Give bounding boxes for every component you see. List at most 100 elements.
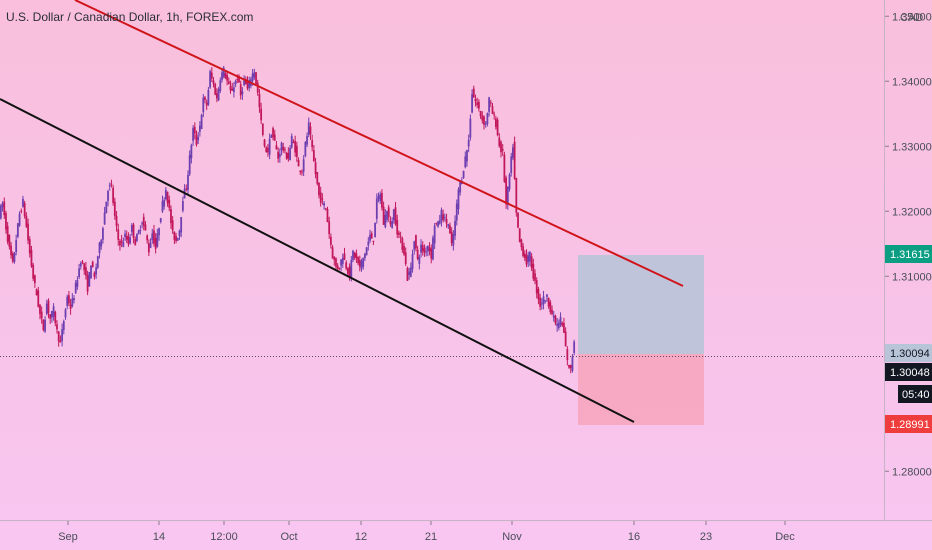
time-tick-label: 21 — [425, 531, 437, 543]
candle-body — [455, 203, 458, 221]
candle-body — [37, 290, 40, 307]
candle-body — [13, 252, 16, 262]
time-tick-label: 12 — [355, 531, 367, 543]
candle-body — [1, 203, 4, 208]
candle-body — [11, 253, 14, 262]
candle-body — [554, 315, 557, 324]
candle-body — [170, 209, 172, 224]
candle-body — [198, 125, 201, 132]
candle-body — [556, 323, 559, 326]
target-zone[interactable] — [578, 255, 704, 354]
candle-body — [462, 170, 465, 178]
candle-body — [304, 142, 307, 156]
candle-body — [161, 201, 164, 212]
candle-body — [166, 191, 169, 204]
candlestick-series — [0, 65, 576, 374]
position-zones[interactable] — [578, 255, 704, 425]
candle-body — [527, 255, 530, 262]
candle-body — [141, 223, 143, 225]
candle-body — [86, 275, 89, 292]
candle-body — [472, 88, 475, 98]
candle-body — [331, 247, 334, 259]
candle-body — [489, 102, 492, 104]
candle-body — [175, 236, 177, 242]
upper-trendline[interactable] — [74, 0, 684, 287]
candle-body — [430, 248, 433, 259]
candle-body — [253, 72, 256, 78]
last-price-label: 1.30048 — [890, 367, 930, 379]
last-price-badge: 1.30048 — [885, 363, 932, 381]
candle-body — [352, 250, 354, 260]
candle-body — [525, 254, 528, 265]
candle-body — [471, 94, 473, 113]
candle-body — [69, 304, 72, 309]
candle-body — [205, 102, 208, 106]
candle-body — [450, 231, 453, 244]
candle-body — [50, 310, 53, 318]
candle-body — [326, 209, 329, 223]
candle-body — [32, 264, 35, 279]
candle-body — [49, 314, 52, 319]
candle-body — [277, 151, 280, 159]
candle-body — [413, 241, 416, 250]
candle-body — [95, 267, 98, 275]
candle-body — [443, 217, 446, 219]
candle-body — [500, 141, 502, 153]
candle-body — [139, 229, 142, 232]
candle-body — [484, 123, 487, 125]
currency-label: CAD — [900, 12, 923, 24]
candle-body — [90, 265, 92, 279]
candle-body — [59, 340, 62, 343]
candle-body — [401, 238, 404, 250]
candle-body — [396, 219, 399, 235]
candle-body — [343, 253, 346, 260]
candle-body — [539, 297, 542, 307]
candle-body — [74, 282, 77, 293]
candle-body — [372, 240, 375, 242]
candle-body — [552, 315, 555, 318]
price-tick-label: 1.32000 — [892, 206, 932, 218]
candle-body — [479, 111, 482, 117]
candle-body — [510, 156, 513, 174]
candle-body — [323, 203, 325, 206]
candle-body — [261, 123, 264, 135]
lower-trendline[interactable] — [0, 98, 635, 423]
candle-body — [108, 185, 111, 187]
candle-body — [125, 235, 128, 240]
time-axis[interactable]: Sep 14 12:00 Oct 12 21 Nov 16 23 Dec — [58, 521, 795, 543]
candle-body — [469, 118, 472, 138]
price-axis[interactable]: 1.35000 1.34000 1.33000 1.32000 1.31000 1.280… — [885, 11, 932, 478]
candle-body — [454, 220, 456, 236]
candle-body — [438, 220, 441, 224]
candle-body — [28, 239, 31, 254]
candle-body — [433, 225, 436, 244]
candle-body — [142, 216, 145, 226]
candle-body — [421, 245, 424, 252]
time-tick-label: Oct — [280, 531, 297, 543]
stop-zone[interactable] — [578, 354, 704, 425]
candle-body — [192, 127, 194, 141]
candle-body — [45, 303, 48, 315]
candle-body — [404, 252, 407, 265]
candle-body — [47, 300, 50, 314]
candle-body — [338, 267, 341, 269]
candle-body — [551, 309, 553, 315]
candle-body — [290, 135, 293, 148]
candle-body — [73, 297, 75, 301]
candle-body — [15, 240, 18, 253]
candle-body — [324, 208, 327, 210]
candle-body — [181, 201, 184, 211]
candle-body — [248, 80, 251, 88]
candle-body — [234, 80, 237, 85]
candle-body — [214, 83, 217, 95]
entry-price-badge: 1.30094 — [885, 344, 932, 362]
candle-body — [547, 297, 550, 307]
candle-body — [52, 306, 55, 317]
candle-body — [496, 119, 499, 136]
candle-body — [432, 237, 434, 260]
candle-body — [20, 210, 23, 212]
candle-body — [491, 106, 494, 115]
candle-body — [164, 189, 167, 200]
